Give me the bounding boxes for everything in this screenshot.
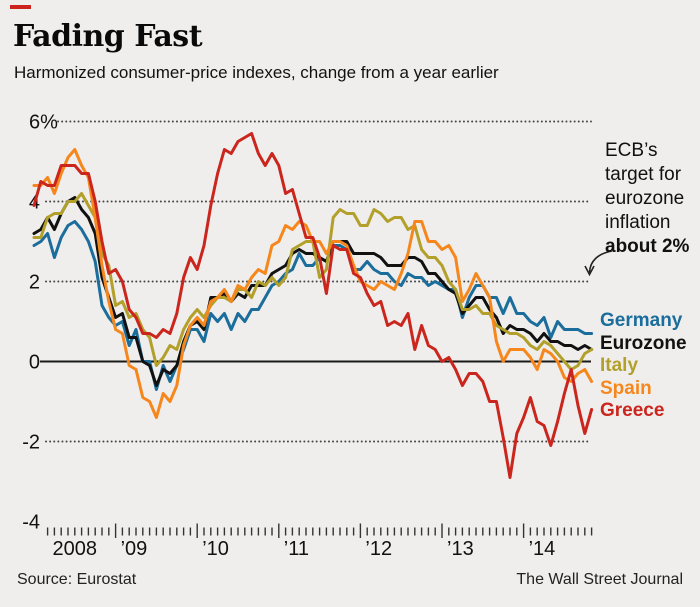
source-note: Source: Eurostat — [17, 571, 137, 588]
x-tick-label: ’11 — [284, 538, 309, 560]
kicker-dash — [10, 5, 31, 9]
y-tick-label: -4 — [22, 512, 40, 534]
series-line-spain — [32, 148, 594, 419]
x-tick-label: ’12 — [365, 538, 392, 560]
target-arrow — [584, 250, 613, 277]
legend-italy: Italy — [600, 355, 639, 377]
y-tick-label: -2 — [22, 432, 40, 454]
x-tick-label: 2008 — [53, 538, 98, 560]
legend-eurozone: Eurozone — [600, 332, 687, 354]
y-tick-label: 6% — [29, 112, 58, 134]
x-tick-label: ’09 — [121, 538, 148, 560]
ecb-target-annotation: ECB’s target for eurozone inflation abou… — [605, 139, 689, 259]
chart-title: Fading Fast — [13, 19, 203, 54]
x-tick-label: ’14 — [529, 538, 556, 560]
legend: Germany Eurozone Italy Spain Greece — [600, 310, 687, 423]
annotation-line: inflation — [605, 212, 671, 233]
annotation-line-bold: about 2% — [605, 236, 690, 257]
annotation-line: eurozone — [605, 188, 685, 209]
x-tick-label: ’10 — [202, 538, 229, 560]
series-line-eurozone — [32, 196, 594, 387]
chart-subtitle: Harmonized consumer-price indexes, chang… — [14, 63, 499, 82]
legend-spain: Spain — [600, 377, 652, 399]
y-tick-label: 2 — [29, 272, 40, 294]
x-tick-label: ’13 — [447, 538, 474, 560]
publication-credit: The Wall Street Journal — [516, 571, 683, 588]
legend-germany: Germany — [600, 310, 683, 331]
series-line-greece — [32, 132, 594, 479]
annotation-line: target for — [605, 164, 682, 185]
y-tick-label: 0 — [29, 352, 40, 374]
annotation-line: ECB’s — [605, 140, 658, 161]
series-line-germany — [32, 220, 594, 391]
legend-greece: Greece — [600, 400, 665, 422]
